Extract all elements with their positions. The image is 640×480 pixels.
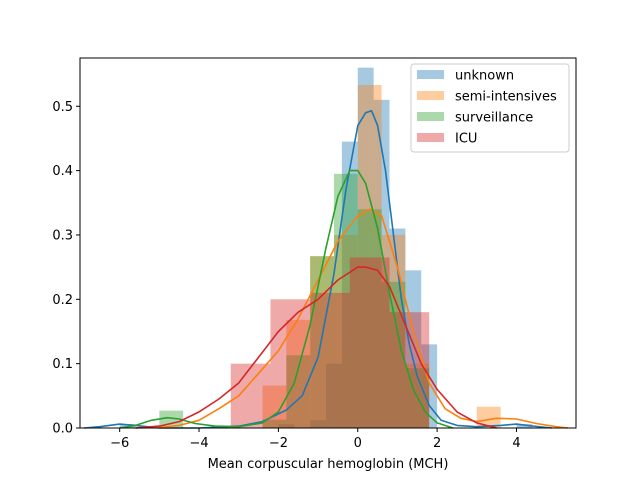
hist-bar-unknown	[373, 99, 390, 429]
y-tick-label: 0.0	[52, 422, 73, 437]
hist-bar-surveillance	[159, 410, 184, 428]
legend-label: semi-intensives	[455, 90, 557, 105]
x-tick-label: −2	[269, 436, 288, 451]
hist-bar-semi-intensives	[333, 234, 358, 428]
legend-swatch	[417, 133, 444, 142]
hist-bar-icu	[349, 257, 390, 428]
hist-bar-semi-intensives	[262, 385, 287, 428]
legend-swatch	[417, 70, 444, 79]
x-tick-label: −6	[110, 436, 129, 451]
hist-bar-semi-intensives	[357, 85, 382, 428]
hist-bar-icu	[389, 312, 430, 428]
y-axis-ticks: 0.0 0.1 0.2 0.3 0.4 0.5	[52, 100, 80, 437]
x-tick-label: 4	[512, 436, 520, 451]
legend-label: surveillance	[455, 111, 533, 126]
hist-bar-unknown	[326, 363, 342, 428]
hist-bar-surveillance	[357, 209, 382, 428]
kde-line-icu	[135, 266, 497, 429]
hist-bar-surveillance	[381, 281, 406, 428]
hist-bar-unknown	[405, 270, 422, 428]
y-tick-label: 0.2	[52, 293, 73, 308]
kde-line-surveillance	[119, 169, 454, 429]
legend-swatch	[417, 91, 444, 100]
legend-label: unknown	[455, 69, 514, 84]
legend: unknown semi-intensives surveillance ICU	[410, 63, 570, 153]
hist-bar-unknown	[341, 141, 358, 429]
y-tick-label: 0.4	[52, 164, 73, 179]
x-axis-label: Mean corpuscular hemoglobin (MCH)	[208, 457, 449, 472]
hist-bar-unknown	[421, 344, 438, 428]
legend-box	[410, 63, 570, 153]
y-tick-label: 0.5	[52, 100, 73, 115]
hist-bar-unknown	[516, 424, 533, 428]
hist-bar-icu	[230, 363, 271, 428]
hist-bar-semi-intensives	[476, 406, 501, 428]
y-tick-label: 0.3	[52, 228, 73, 243]
hist-bar-surveillance	[262, 419, 287, 428]
hist-bar-unknown	[278, 424, 295, 428]
y-tick-label: 0.1	[52, 357, 73, 372]
legend-label: ICU	[455, 132, 477, 147]
kde-line-semi-intensives	[135, 208, 569, 429]
x-axis-ticks: −6 −4 −2 0 2 4	[110, 428, 521, 451]
x-tick-label: 2	[433, 436, 441, 451]
hist-bar-icu	[270, 299, 311, 428]
legend-swatch	[417, 112, 444, 121]
hist-bar-unknown	[310, 420, 327, 428]
x-tick-label: −4	[189, 436, 208, 451]
hist-bar-surveillance	[286, 355, 311, 428]
x-tick-label: 0	[354, 436, 362, 451]
plot-frame	[79, 57, 577, 429]
hist-bar-unknown	[357, 67, 374, 429]
